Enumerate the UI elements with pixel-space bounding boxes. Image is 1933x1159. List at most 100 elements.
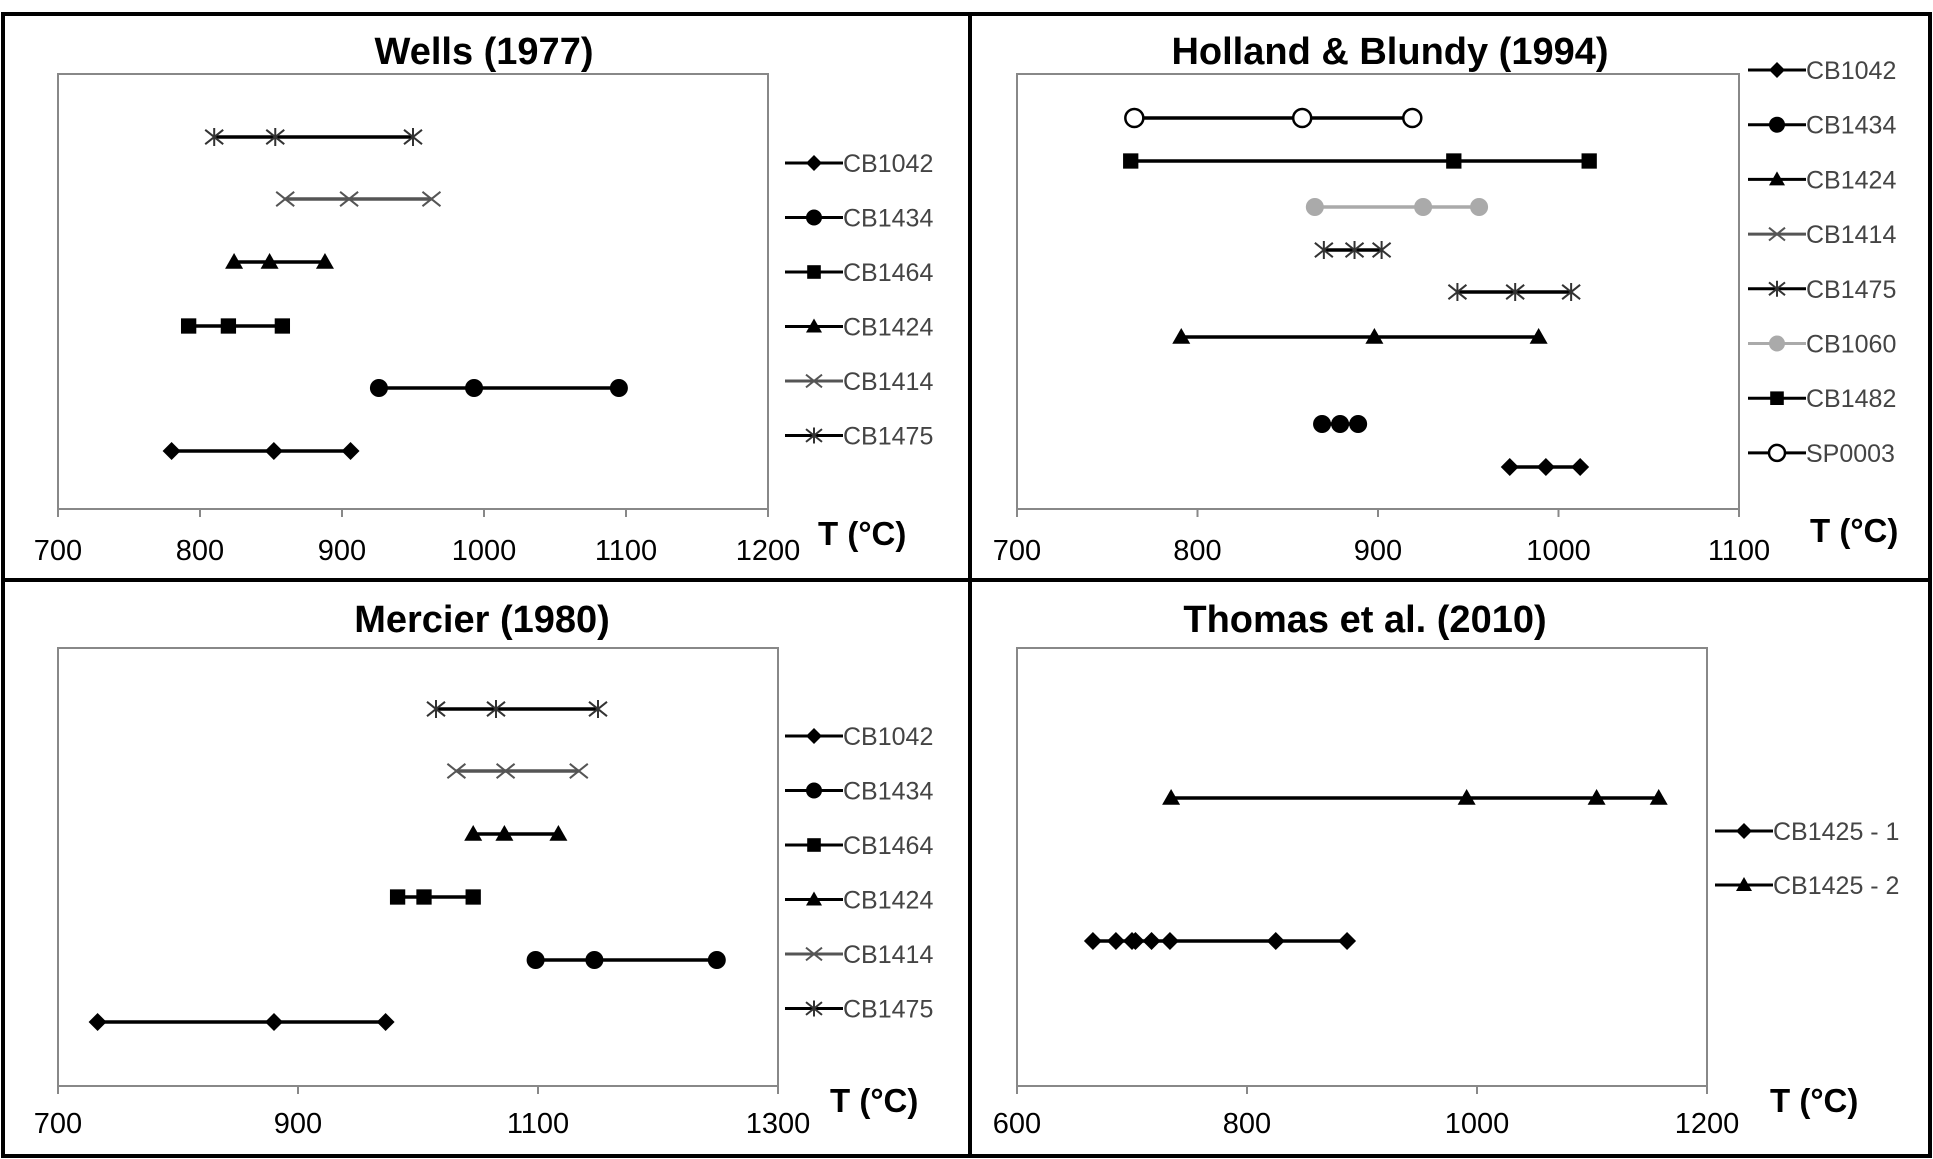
- x-tick-label: 1100: [595, 535, 657, 567]
- series-cb1060: [1305, 198, 1489, 216]
- data-point: [403, 128, 423, 146]
- legend-label: CB1424: [843, 314, 933, 342]
- legend-item: CB1424: [785, 887, 933, 915]
- data-point: [1470, 198, 1489, 216]
- x-tick-label: 1000: [1445, 1108, 1510, 1140]
- data-point: [264, 442, 283, 460]
- legend-label: CB1414: [843, 368, 933, 396]
- legend-marker: [1769, 116, 1785, 133]
- x-tick-label: 900: [274, 1108, 322, 1140]
- data-point: [1142, 932, 1161, 950]
- plot-area: [57, 647, 779, 1087]
- data-point: [1414, 198, 1433, 216]
- data-point: [1160, 932, 1179, 950]
- data-point: [426, 700, 446, 718]
- legend-label: CB1042: [843, 723, 933, 751]
- legend-label: CB1414: [843, 941, 933, 969]
- series-cb1434: [526, 951, 726, 969]
- data-point: [465, 379, 484, 397]
- series-cb1042: [162, 442, 360, 460]
- data-point: [1561, 283, 1581, 301]
- x-tick-label: 800: [176, 535, 224, 567]
- legend-item: CB1425 - 1: [1715, 818, 1899, 846]
- legend-label: CB1475: [843, 423, 933, 451]
- data-point: [1349, 415, 1368, 433]
- data-point: [1529, 328, 1548, 344]
- legend-marker: [1768, 226, 1786, 242]
- series-sp0003: [1124, 107, 1423, 129]
- legend-marker: [806, 318, 822, 333]
- legend-item: CB1424: [1748, 166, 1896, 194]
- legend-marker: [807, 838, 821, 852]
- x-tick-label: 800: [1223, 1108, 1271, 1140]
- legend-item: CB1414: [785, 941, 933, 969]
- series-cb1434: [1313, 415, 1368, 433]
- x-tick-label: 700: [34, 1108, 82, 1140]
- data-point: [1446, 153, 1462, 169]
- legend-marker: [806, 728, 822, 744]
- x-tick-label: 600: [993, 1108, 1041, 1140]
- data-point: [495, 763, 516, 779]
- legend-item: CB1042: [1748, 57, 1896, 85]
- data-point: [1162, 789, 1181, 805]
- legend-label: CB1425 - 1: [1773, 818, 1899, 846]
- series-cb1425-1: [1083, 932, 1357, 950]
- legend-marker: [806, 891, 822, 906]
- legend-item: CB1424: [785, 314, 933, 342]
- x-tick-label: 900: [318, 535, 366, 567]
- legend-item: CB1434: [1748, 112, 1896, 140]
- data-point: [1571, 458, 1590, 476]
- data-point: [495, 825, 514, 841]
- legend-label: SP0003: [1806, 440, 1895, 468]
- x-axis-label: T (°C): [1810, 512, 1898, 549]
- legend-marker: [806, 155, 822, 171]
- legend-label: CB1424: [843, 887, 933, 915]
- panel-holland-blundy-1994: Holland & Blundy (1994) 700 800 900 1000 110…: [993, 31, 1899, 567]
- data-point: [88, 1013, 107, 1031]
- x-tick-label: 800: [1173, 535, 1221, 567]
- plot-area: [57, 73, 769, 510]
- legend-item: SP0003: [1748, 440, 1895, 468]
- data-point: [526, 951, 545, 969]
- legend-label: CB1042: [1806, 57, 1896, 85]
- data-point: [421, 191, 442, 207]
- data-point: [486, 700, 506, 718]
- legend-label: CB1414: [1806, 221, 1896, 249]
- data-point: [1365, 328, 1384, 344]
- plot-area: [1016, 647, 1708, 1087]
- x-tick-label: 1100: [1708, 535, 1770, 567]
- x-axis-label: T (°C): [818, 515, 906, 552]
- data-point: [260, 253, 279, 269]
- x-tick-label: 1100: [507, 1108, 569, 1140]
- legend-marker: [1769, 62, 1785, 78]
- x-tick-label: 1200: [1675, 1108, 1740, 1140]
- data-point: [1457, 789, 1476, 805]
- data-point: [180, 318, 197, 334]
- data-point: [204, 128, 224, 146]
- data-point: [585, 951, 604, 969]
- x-tick-label: 900: [1354, 535, 1402, 567]
- data-point: [265, 128, 285, 146]
- data-point: [1083, 932, 1102, 950]
- panel-mercier-1980: Mercier (1980) 700 900 1100 1300 T (°C) CB1…: [34, 599, 934, 1140]
- x-tick-label: 700: [34, 535, 82, 567]
- legend-marker: [1769, 335, 1785, 352]
- data-point: [1402, 107, 1423, 129]
- legend-item: CB1475: [785, 996, 933, 1024]
- data-point: [339, 191, 359, 207]
- data-point: [1123, 153, 1139, 169]
- legend-label: CB1434: [843, 205, 933, 233]
- data-point: [707, 951, 726, 969]
- data-point: [588, 700, 608, 718]
- series-cb1424: [464, 825, 568, 841]
- plot-area: [1016, 73, 1740, 510]
- legend-item: CB1434: [785, 205, 933, 233]
- data-point: [1313, 415, 1332, 433]
- legend-item: CB1434: [785, 778, 933, 806]
- data-point: [1305, 198, 1324, 216]
- data-point: [1649, 789, 1668, 805]
- legend-marker: [1768, 280, 1786, 297]
- series-cb1414: [446, 763, 589, 779]
- x-tick-label: 1000: [452, 535, 517, 567]
